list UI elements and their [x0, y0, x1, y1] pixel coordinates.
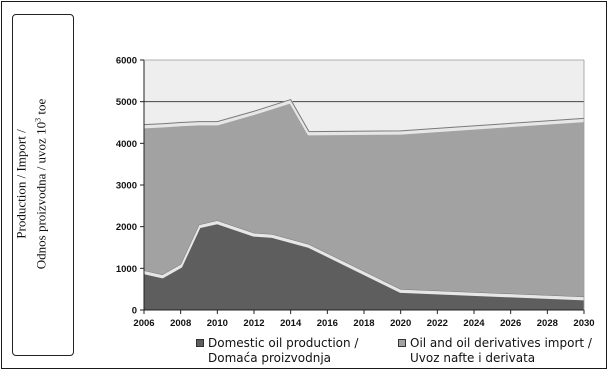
x-tick-label-2010: 2010	[207, 318, 228, 329]
y-tick-label-1000: 1000	[116, 264, 137, 275]
legend-swatch-import	[398, 339, 406, 347]
y-tick-label-3000: 3000	[116, 181, 137, 192]
x-tick-label-2018: 2018	[353, 318, 374, 329]
legend-label-domestic-line2: Domaća proizvodnja	[208, 351, 332, 365]
legend-label-import-line2: Uvoz nafte i derivata	[410, 351, 536, 365]
x-tick-label-2030: 2030	[573, 318, 594, 329]
area-edge-series-1	[143, 220, 585, 301]
y-axis-label-box	[12, 14, 74, 356]
x-tick-label-2008: 2008	[170, 318, 191, 329]
y-tick-label-5000: 5000	[116, 97, 137, 108]
legend-swatch-domestic	[196, 339, 204, 347]
area-chart: 0 1000 2000 3000 4000 5000 6000 2006 2008 2010 201…	[116, 56, 595, 330]
area-series-1	[144, 220, 584, 310]
legend-label-domestic-line1: Domestic oil production /	[208, 336, 359, 350]
x-tick-label-2012: 2012	[243, 318, 264, 329]
legend-label-domestic: Domestic oil production / Domaća proizvo…	[208, 336, 358, 366]
x-tick-label-2026: 2026	[500, 318, 521, 329]
x-tick-label-2024: 2024	[463, 318, 485, 329]
x-tick-label-2016: 2016	[317, 318, 338, 329]
area-outline-series-2	[143, 98, 585, 133]
area-edge-series-2	[143, 99, 585, 136]
legend-label-import: Oil and oil derivatives import / Uvoz na…	[410, 336, 592, 366]
y-tick-label-4000: 4000	[116, 139, 137, 150]
x-tick-label-2006: 2006	[133, 318, 154, 329]
x-tick-label-2028: 2028	[537, 318, 558, 329]
legend-label-import-line1: Oil and oil derivatives import /	[410, 336, 592, 350]
y-tick-label-2000: 2000	[116, 222, 137, 233]
y-tick-label-0: 0	[132, 306, 137, 317]
area-series-2	[144, 99, 584, 297]
x-tick-label-2020: 2020	[390, 318, 411, 329]
x-tick-label-2014: 2014	[280, 318, 302, 329]
legend: Domestic oil production / Domaća proizvo…	[190, 336, 606, 370]
y-tick-label-6000: 6000	[116, 56, 137, 67]
x-tick-label-2022: 2022	[427, 318, 448, 329]
area-outline-series-1	[143, 219, 585, 298]
